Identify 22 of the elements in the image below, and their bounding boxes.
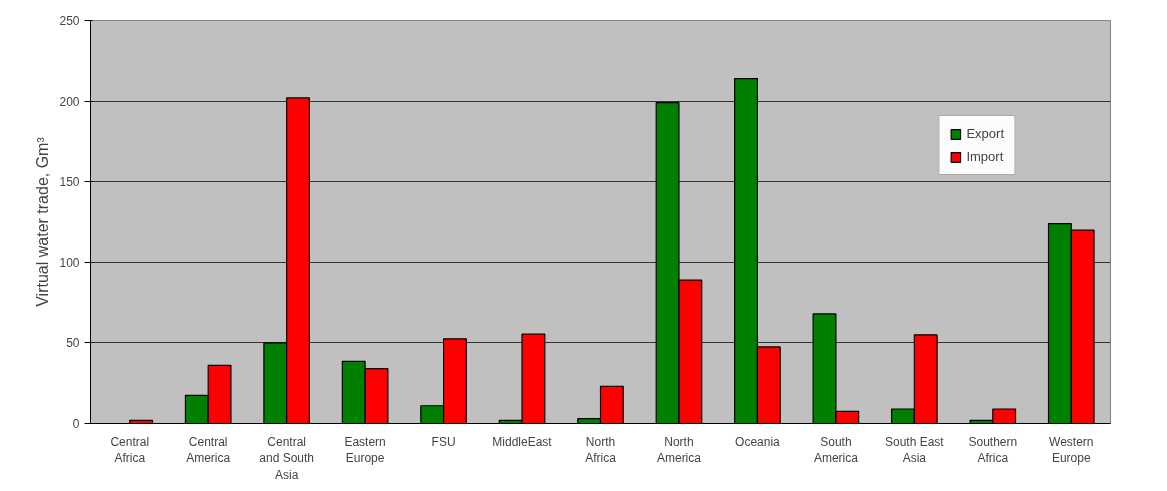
y-tick-label: 250: [59, 14, 80, 28]
y-tick-label: 0: [72, 417, 80, 431]
x-tick-label: North America: [656, 434, 702, 466]
x-tick-label: Eastern Europe: [344, 434, 386, 466]
x-tick-label: Central and South Asia: [259, 434, 315, 483]
x-tick-label: South East Asia: [884, 434, 945, 466]
legend-label: Export: [966, 126, 1004, 141]
x-tick-label: Central Africa: [110, 434, 150, 466]
x-tick-label: Central America: [186, 434, 231, 466]
x-tick-label: MiddleEast: [492, 434, 553, 449]
y-tick-label: 100: [59, 255, 80, 270]
y-tick-label: 50: [66, 336, 80, 351]
y-axis-title: Virtual water trade, Gm³: [34, 136, 52, 307]
y-tick-label: 150: [59, 175, 80, 190]
x-tick-label: Oceania: [735, 434, 781, 449]
x-tick-label: Western Europe: [1049, 434, 1094, 466]
x-tick-label: North Africa: [585, 434, 617, 466]
y-tick-label: 200: [59, 94, 80, 109]
x-tick-label: Southern Africa: [968, 434, 1018, 466]
legend-label: Import: [966, 149, 1004, 164]
x-tick-label: South America: [813, 434, 859, 466]
x-tick-label: FSU: [431, 434, 456, 449]
